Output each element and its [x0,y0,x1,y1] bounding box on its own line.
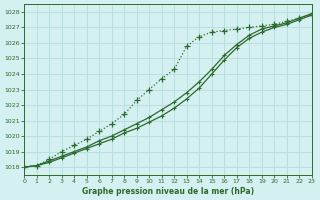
X-axis label: Graphe pression niveau de la mer (hPa): Graphe pression niveau de la mer (hPa) [82,187,254,196]
